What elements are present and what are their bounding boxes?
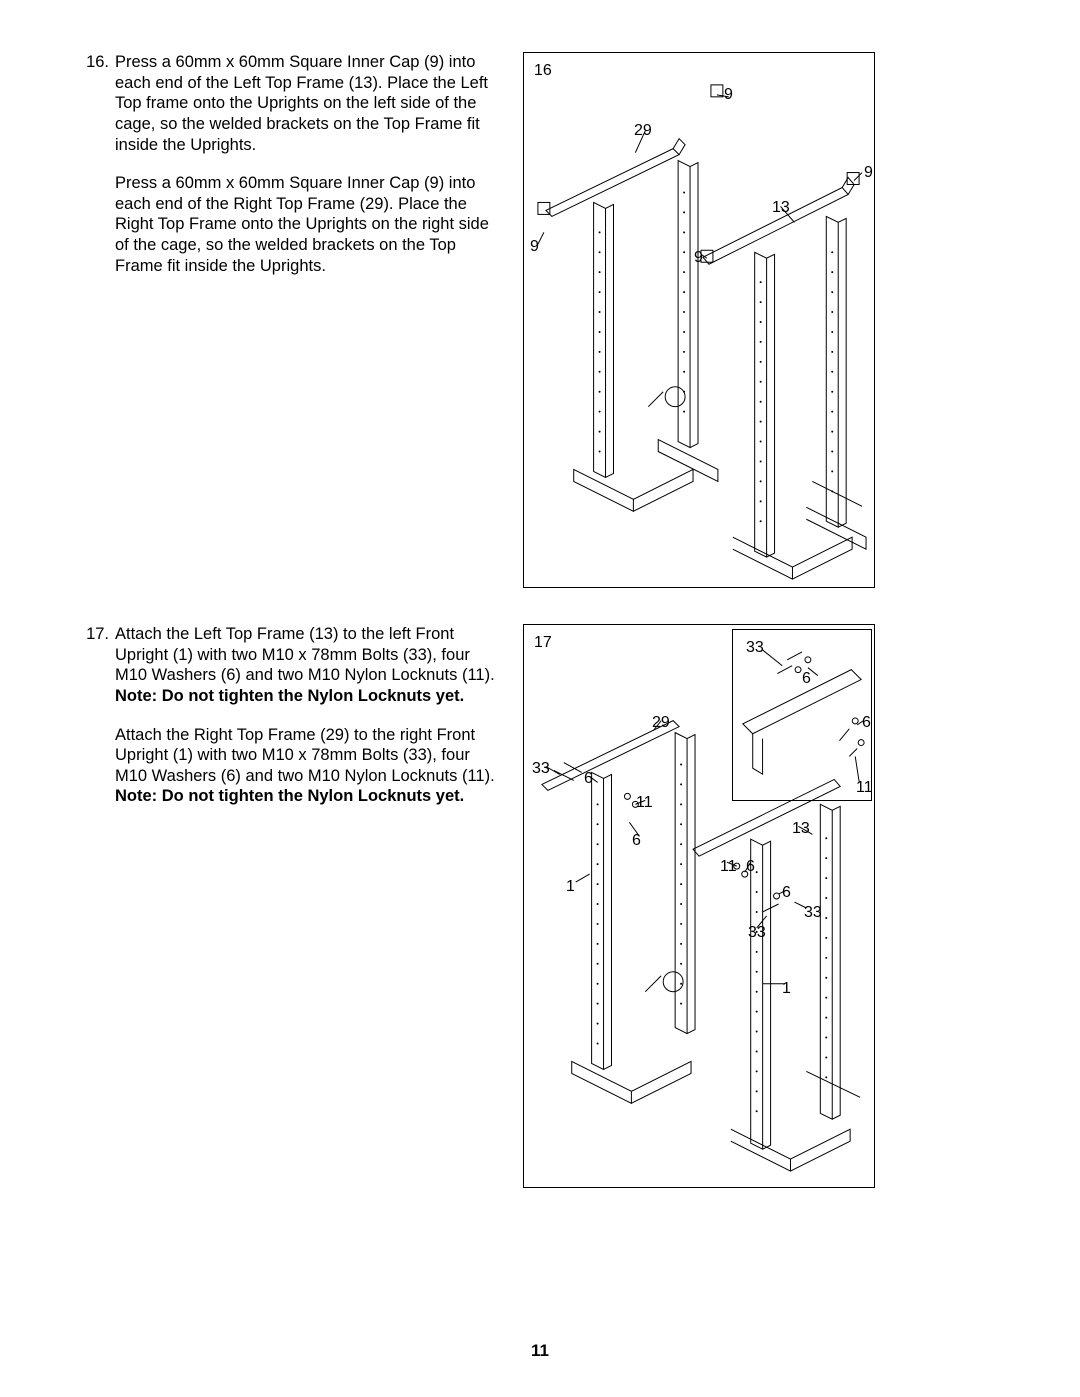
fig17-callout-10: 11 (720, 857, 737, 877)
fig17-callout-9: 6 (632, 831, 641, 851)
figure-16: 16 (523, 52, 875, 588)
fig16-callout-5: 9 (694, 248, 703, 268)
fig16-callout-2: 9 (864, 163, 873, 183)
fig17-callout-6: 11 (856, 778, 873, 798)
fig17-callout-5: 6 (584, 769, 593, 789)
fig16-callout-1: 29 (634, 121, 652, 141)
fig17-callout-16: 1 (782, 979, 791, 999)
fig16-callout-4: 9 (530, 237, 539, 257)
step-number: 16. (85, 52, 115, 276)
step-16-text: 16. Press a 60mm x 60mm Square Inner Cap… (85, 52, 505, 276)
fig17-callout-13: 6 (782, 883, 791, 903)
step-16-para-2: Press a 60mm x 60mm Square Inner Cap (9)… (115, 173, 505, 276)
fig16-callout-0: 9 (724, 85, 733, 105)
step-number: 17. (85, 624, 115, 807)
step-17-para-2: Attach the Right Top Frame (29) to the r… (115, 725, 505, 808)
fig17-callout-15: 33 (748, 923, 766, 943)
step-body: Attach the Left Top Frame (13) to the le… (115, 624, 505, 807)
figure-17: 17 (523, 624, 875, 1188)
fig17-callout-12: 1 (566, 877, 575, 897)
fig17-callout-1: 6 (802, 669, 811, 689)
page-number: 11 (0, 1340, 1080, 1361)
step-16-para-1: Press a 60mm x 60mm Square Inner Cap (9)… (115, 52, 505, 155)
fig17-callout-14: 33 (804, 903, 822, 923)
step-17-text: 17. Attach the Left Top Frame (13) to th… (85, 624, 505, 807)
fig17-callout-11: 6 (746, 857, 755, 877)
figure-16-diagram (524, 53, 874, 587)
fig17-callout-8: 13 (792, 819, 810, 839)
step-16-row: 16. Press a 60mm x 60mm Square Inner Cap… (85, 52, 995, 588)
fig16-callout-3: 13 (772, 198, 790, 218)
step-17-row: 17. Attach the Left Top Frame (13) to th… (85, 624, 995, 1188)
step-17-para-1: Attach the Left Top Frame (13) to the le… (115, 624, 505, 707)
step-body: Press a 60mm x 60mm Square Inner Cap (9)… (115, 52, 505, 276)
fig17-callout-2: 29 (652, 713, 670, 733)
fig17-callout-4: 33 (532, 759, 550, 779)
fig17-callout-3: 6 (862, 713, 871, 733)
fig17-callout-0: 33 (746, 638, 764, 658)
fig17-callout-7: 11 (636, 793, 653, 813)
